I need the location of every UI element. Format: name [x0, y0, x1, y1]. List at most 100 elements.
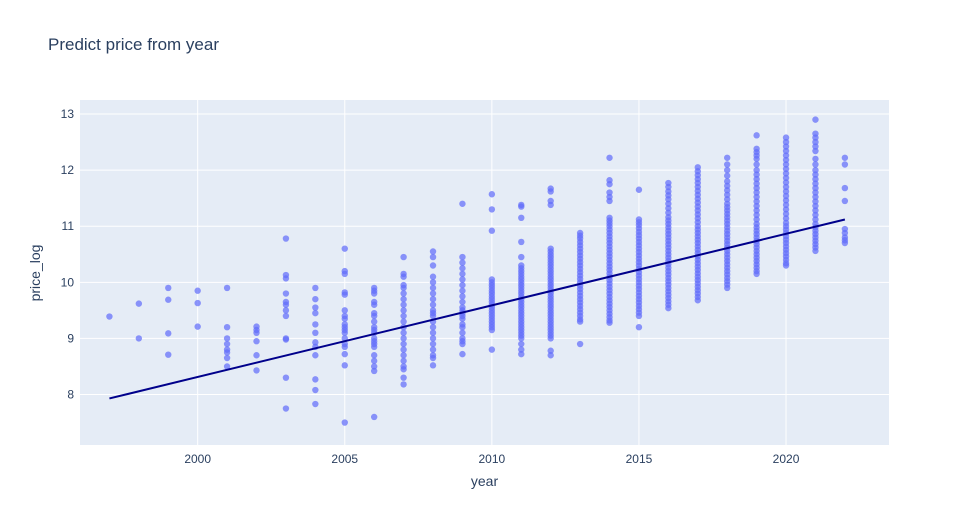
plot-area — [80, 100, 889, 445]
data-point — [782, 174, 790, 182]
data-point — [459, 340, 466, 348]
data-point — [812, 207, 819, 214]
data-point — [841, 154, 849, 161]
data-point — [429, 253, 437, 261]
data-point — [459, 293, 466, 300]
data-point — [812, 116, 819, 123]
data-point — [812, 193, 819, 201]
data-point — [282, 307, 290, 314]
data-point — [724, 166, 731, 174]
data-points — [106, 116, 849, 426]
data-point — [282, 374, 290, 381]
data-point — [782, 138, 790, 146]
data-point — [341, 419, 348, 426]
trendline — [109, 218, 846, 400]
data-point — [400, 340, 407, 348]
data-point — [812, 216, 819, 223]
data-point — [753, 155, 760, 163]
data-point — [341, 343, 348, 351]
data-point — [429, 362, 437, 369]
data-point — [282, 290, 290, 297]
data-point — [400, 352, 407, 359]
data-point — [518, 214, 525, 222]
data-point — [341, 362, 348, 369]
data-point — [370, 357, 378, 365]
data-point — [312, 386, 319, 394]
data-point — [194, 323, 201, 330]
data-point — [547, 347, 554, 354]
y-tick-label: 10 — [61, 275, 75, 289]
data-point — [782, 156, 790, 164]
data-point — [724, 161, 731, 168]
y-tick-label: 11 — [62, 219, 75, 233]
data-point — [459, 329, 466, 337]
data-point — [223, 340, 231, 348]
data-point — [724, 191, 731, 199]
data-point — [812, 138, 819, 146]
trendline-group — [109, 218, 846, 400]
data-point — [606, 319, 613, 326]
data-point — [782, 201, 790, 209]
data-point — [518, 238, 525, 246]
data-point — [400, 357, 407, 365]
data-point — [635, 186, 643, 193]
data-point — [429, 335, 437, 342]
data-point — [312, 376, 319, 383]
data-point — [341, 315, 348, 322]
data-point — [812, 143, 819, 150]
data-point — [312, 295, 319, 303]
data-point — [841, 161, 849, 168]
data-point — [135, 335, 143, 342]
data-point — [253, 367, 260, 374]
data-point — [488, 326, 496, 334]
data-point — [635, 312, 643, 320]
data-point — [753, 161, 760, 168]
data-point — [223, 323, 231, 331]
data-point — [429, 284, 437, 292]
data-point — [488, 206, 496, 213]
data-point — [724, 182, 731, 190]
data-point — [253, 329, 260, 337]
data-point — [812, 247, 819, 255]
data-point — [606, 154, 613, 161]
data-point — [812, 166, 819, 174]
data-point — [400, 284, 407, 292]
data-point — [194, 287, 201, 294]
data-point — [518, 346, 525, 353]
data-point — [459, 323, 466, 331]
data-point — [576, 318, 584, 325]
data-point — [782, 134, 790, 141]
data-point — [518, 340, 525, 348]
data-point — [782, 210, 790, 218]
data-point — [665, 183, 672, 191]
data-point — [459, 281, 466, 289]
data-point — [782, 197, 790, 204]
data-point — [194, 299, 201, 307]
data-point — [253, 338, 260, 345]
data-point — [753, 193, 760, 201]
data-point — [370, 312, 378, 320]
data-point — [459, 350, 466, 358]
data-point — [312, 339, 319, 346]
data-point — [812, 155, 819, 163]
data-point — [223, 363, 231, 370]
y-axis-title: price_log — [27, 245, 43, 302]
data-point — [459, 265, 466, 272]
data-point — [753, 175, 760, 183]
data-point — [488, 227, 496, 234]
data-point — [488, 191, 496, 198]
data-point — [429, 354, 437, 362]
data-point — [429, 323, 437, 331]
data-point — [782, 152, 790, 159]
data-point — [606, 189, 613, 196]
data-point — [812, 211, 819, 219]
y-tick-label: 13 — [61, 107, 75, 121]
data-point — [223, 284, 231, 292]
data-point — [341, 350, 348, 358]
data-point — [724, 284, 731, 292]
data-point — [429, 346, 437, 353]
data-point — [370, 367, 378, 375]
y-tick-label: 12 — [61, 163, 75, 177]
data-point — [135, 300, 143, 307]
